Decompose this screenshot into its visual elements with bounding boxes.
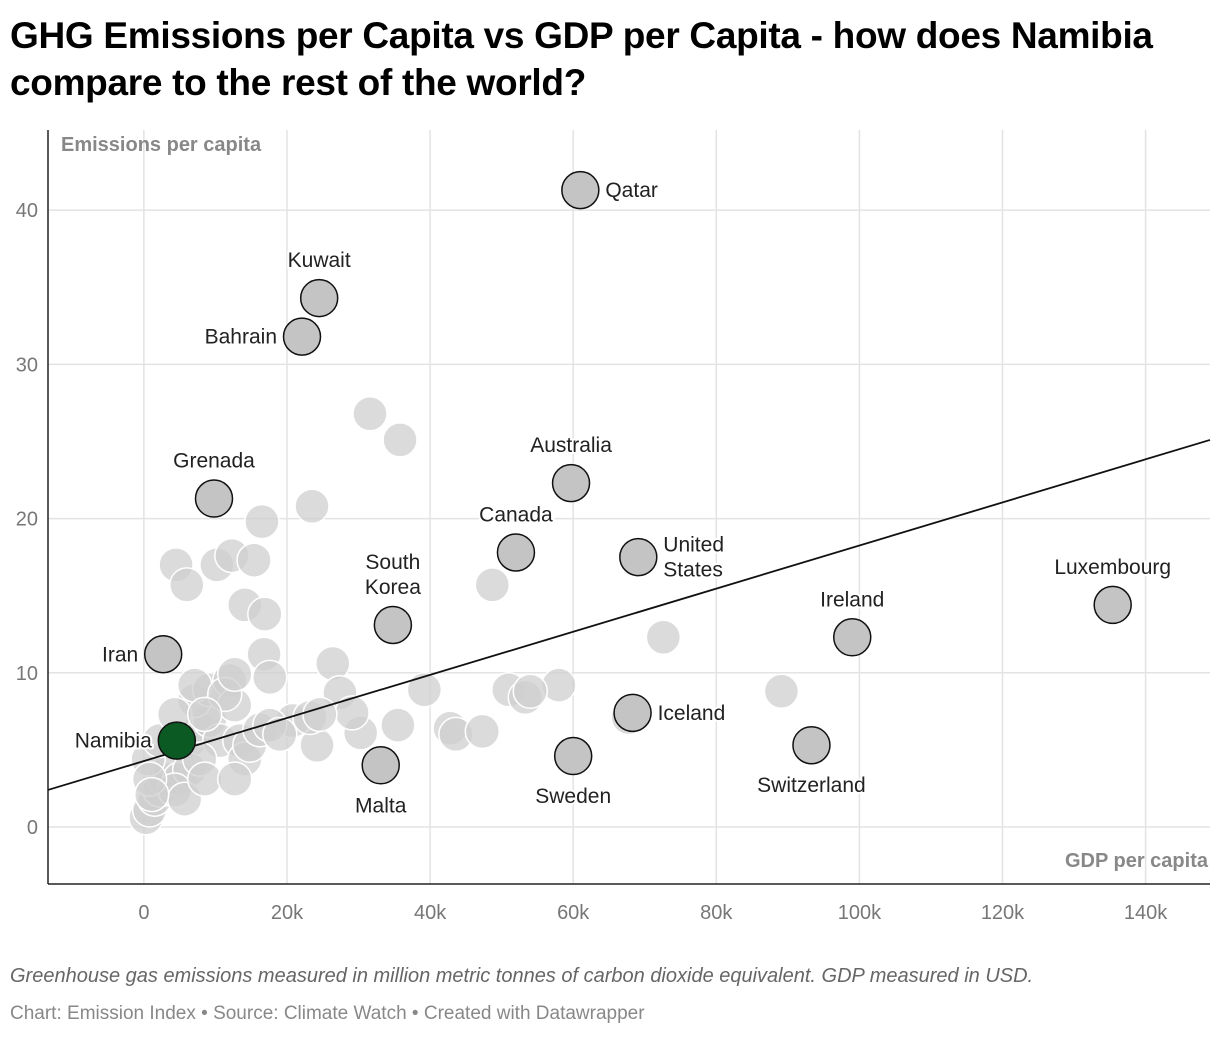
data-point	[262, 716, 298, 753]
x-tick-label: 40k	[414, 902, 447, 924]
point-label: Ireland	[820, 588, 884, 611]
x-tick-label: 120k	[981, 902, 1025, 924]
data-point-namibia	[157, 721, 197, 760]
chart-note: Greenhouse gas emissions measured in mil…	[10, 965, 1034, 987]
point-label: Bahrain	[205, 326, 277, 349]
point-label: Malta	[355, 794, 407, 817]
data-point-australia	[551, 463, 591, 503]
data-point	[236, 542, 272, 578]
data-point	[352, 395, 388, 432]
point-label: Iran	[102, 643, 138, 666]
x-axis-title: GDP per capita	[1065, 850, 1209, 872]
data-point	[186, 696, 223, 733]
point-label: Sweden	[535, 785, 611, 808]
y-tick-label: 20	[16, 509, 38, 531]
data-point	[217, 656, 253, 693]
point-label: Switzerland	[757, 774, 866, 797]
data-point-luxembourg	[1093, 585, 1132, 625]
data-point	[315, 645, 351, 682]
point-label: Australia	[530, 434, 612, 457]
data-point	[134, 776, 170, 813]
data-point	[186, 761, 223, 797]
data-point	[247, 596, 283, 632]
data-point-switzerland	[792, 725, 831, 765]
point-label: Iceland	[658, 702, 726, 725]
data-point	[645, 619, 682, 656]
y-tick-label: 40	[16, 200, 38, 222]
data-point	[474, 567, 511, 603]
point-label: Qatar	[605, 179, 658, 202]
chart-title: GHG Emissions per Capita vs GDP per Capi…	[10, 15, 1153, 103]
data-point-grenada	[194, 479, 234, 518]
data-point-ireland	[832, 618, 872, 657]
x-tick-label: 60k	[557, 902, 590, 924]
x-tick-label: 140k	[1124, 902, 1168, 924]
data-point-kuwait	[299, 278, 339, 318]
data-point	[302, 696, 338, 733]
x-tick-label: 20k	[271, 902, 304, 924]
data-point	[252, 659, 288, 696]
data-point	[380, 707, 416, 743]
data-point	[464, 713, 501, 750]
point-label: Luxembourg	[1054, 556, 1171, 579]
point-label: United States	[663, 534, 724, 582]
data-point	[217, 761, 253, 797]
data-point	[334, 695, 370, 731]
y-tick-label: 30	[16, 354, 38, 376]
point-label: Kuwait	[288, 249, 351, 272]
data-point-canada	[496, 533, 536, 572]
data-point	[169, 567, 205, 603]
data-point-united-states	[619, 537, 658, 577]
point-label: Canada	[479, 503, 553, 526]
y-axis-title: Emissions per capita	[61, 134, 262, 156]
point-label: Namibia	[75, 730, 152, 753]
point-label: Grenada	[173, 450, 255, 473]
data-point-bahrain	[282, 317, 322, 356]
data-point-iran	[143, 635, 183, 674]
data-point	[763, 673, 800, 710]
data-point-malta	[361, 746, 400, 785]
data-point-qatar	[561, 170, 600, 210]
x-tick-label: 100k	[838, 902, 882, 924]
data-point-iceland	[613, 693, 652, 733]
data-point-south-korea	[373, 605, 413, 645]
y-tick-label: 0	[27, 817, 38, 839]
data-point-sweden	[553, 736, 593, 776]
data-point	[512, 673, 549, 710]
data-point	[244, 503, 280, 540]
data-point	[406, 671, 443, 708]
x-tick-label: 80k	[700, 902, 733, 924]
scatter-plot: 0 20k 40k 60k 80k 100k 120k 140k 0 10 20 30 40 Emissi…	[16, 130, 1211, 924]
point-label: South Korea	[365, 551, 421, 599]
y-tick-label: 10	[16, 663, 38, 685]
data-point	[294, 488, 330, 524]
trend-line	[47, 439, 1211, 791]
chart-source: Chart: Emission Index • Source: Climate …	[10, 1003, 645, 1024]
data-point	[382, 422, 418, 458]
x-tick-label: 0	[138, 902, 149, 924]
